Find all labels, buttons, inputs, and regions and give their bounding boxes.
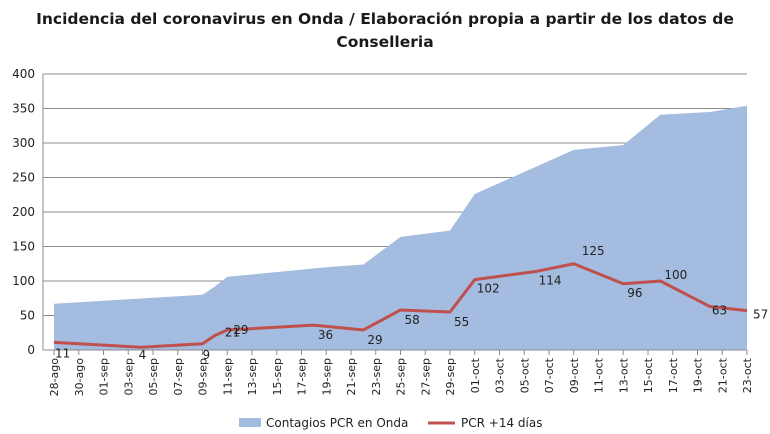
x-tick-label: 03-oct bbox=[494, 357, 507, 393]
data-label: 21 bbox=[225, 326, 240, 340]
x-tick-label: 17-sep bbox=[296, 358, 309, 395]
legend-swatch-area bbox=[239, 418, 261, 427]
x-tick-label: 25-sep bbox=[395, 358, 408, 395]
y-tick-label: 0 bbox=[27, 343, 35, 357]
line-pcr-14-dias bbox=[53, 262, 748, 349]
x-tick-label: 13-oct bbox=[617, 357, 630, 393]
x-tick-label: 21-oct bbox=[716, 357, 729, 393]
x-tick-label: 09-sep bbox=[197, 358, 210, 395]
legend-label-area: Contagios PCR en Onda bbox=[266, 416, 408, 430]
x-tick-label: 23-sep bbox=[370, 358, 383, 395]
y-tick-label: 100 bbox=[12, 274, 35, 288]
x-tick-label: 05-sep bbox=[147, 358, 160, 395]
x-tick-label: 11-oct bbox=[593, 357, 606, 393]
x-tick-label: 11-sep bbox=[221, 358, 234, 395]
x-tick-label: 29-sep bbox=[444, 358, 457, 395]
x-tick-label: 13-sep bbox=[246, 358, 259, 395]
x-tick-label: 30-ago bbox=[73, 358, 86, 397]
legend-label-line: PCR +14 días bbox=[461, 416, 542, 430]
data-label: 102 bbox=[477, 282, 500, 296]
x-tick-label: 28-ago bbox=[48, 358, 61, 397]
x-tick-label: 19-oct bbox=[692, 357, 705, 393]
y-tick-label: 350 bbox=[12, 102, 35, 116]
data-label: 58 bbox=[405, 313, 420, 327]
x-tick-label: 01-oct bbox=[469, 357, 482, 393]
x-tick-label: 21-sep bbox=[345, 358, 358, 395]
area-contagios-pcr bbox=[54, 105, 747, 351]
data-label: 29 bbox=[233, 323, 248, 337]
y-tick-label: 50 bbox=[20, 309, 35, 323]
line-layer bbox=[53, 262, 748, 349]
x-tick-label: 15-sep bbox=[271, 358, 284, 395]
x-tick-label: 07-sep bbox=[172, 358, 185, 395]
x-tick-label: 15-oct bbox=[642, 357, 655, 393]
data-label: 96 bbox=[627, 286, 642, 300]
data-label: 36 bbox=[318, 328, 333, 342]
y-tick-label: 300 bbox=[12, 136, 35, 150]
x-tick-label: 17-oct bbox=[667, 357, 680, 393]
x-tick-label: 07-oct bbox=[543, 357, 556, 393]
y-tick-label: 400 bbox=[12, 67, 35, 81]
legend-layer: Contagios PCR en Onda PCR +14 días bbox=[239, 416, 542, 430]
x-tick-label: 09-oct bbox=[568, 357, 581, 393]
data-label: 11 bbox=[55, 346, 70, 360]
data-label: 9 bbox=[203, 348, 211, 362]
y-tick-label: 250 bbox=[12, 171, 35, 185]
x-tick-label: 03-sep bbox=[122, 358, 135, 395]
y-tick-label: 200 bbox=[12, 205, 35, 219]
chart-title-line1: Incidencia del coronavirus en Onda / Ela… bbox=[36, 10, 734, 28]
data-label: 55 bbox=[454, 315, 469, 329]
x-tick-label: 19-sep bbox=[320, 358, 333, 395]
x-tick-label: 05-oct bbox=[518, 357, 531, 393]
x-tick-label: 27-sep bbox=[419, 358, 432, 395]
data-label: 4 bbox=[139, 348, 147, 362]
chart-subtitle: Conselleria bbox=[336, 33, 434, 51]
area-layer bbox=[54, 105, 747, 351]
data-label: 114 bbox=[539, 273, 562, 287]
data-label: 29 bbox=[367, 333, 382, 347]
data-label: 125 bbox=[582, 244, 605, 258]
data-label: 63 bbox=[712, 304, 727, 318]
x-tick-label: 23-oct bbox=[741, 357, 754, 393]
axis-layer: 0 50 100 150 200 250 300 350 400 28-ago 30-ago 01-s… bbox=[12, 67, 754, 396]
y-tick-label: 150 bbox=[12, 240, 35, 254]
data-label: 57 bbox=[753, 308, 768, 322]
chart-title: Incidencia del coronavirus en Onda / Ela… bbox=[0, 8, 770, 54]
x-tick-label: 01-sep bbox=[98, 358, 111, 395]
data-label: 100 bbox=[664, 268, 687, 282]
